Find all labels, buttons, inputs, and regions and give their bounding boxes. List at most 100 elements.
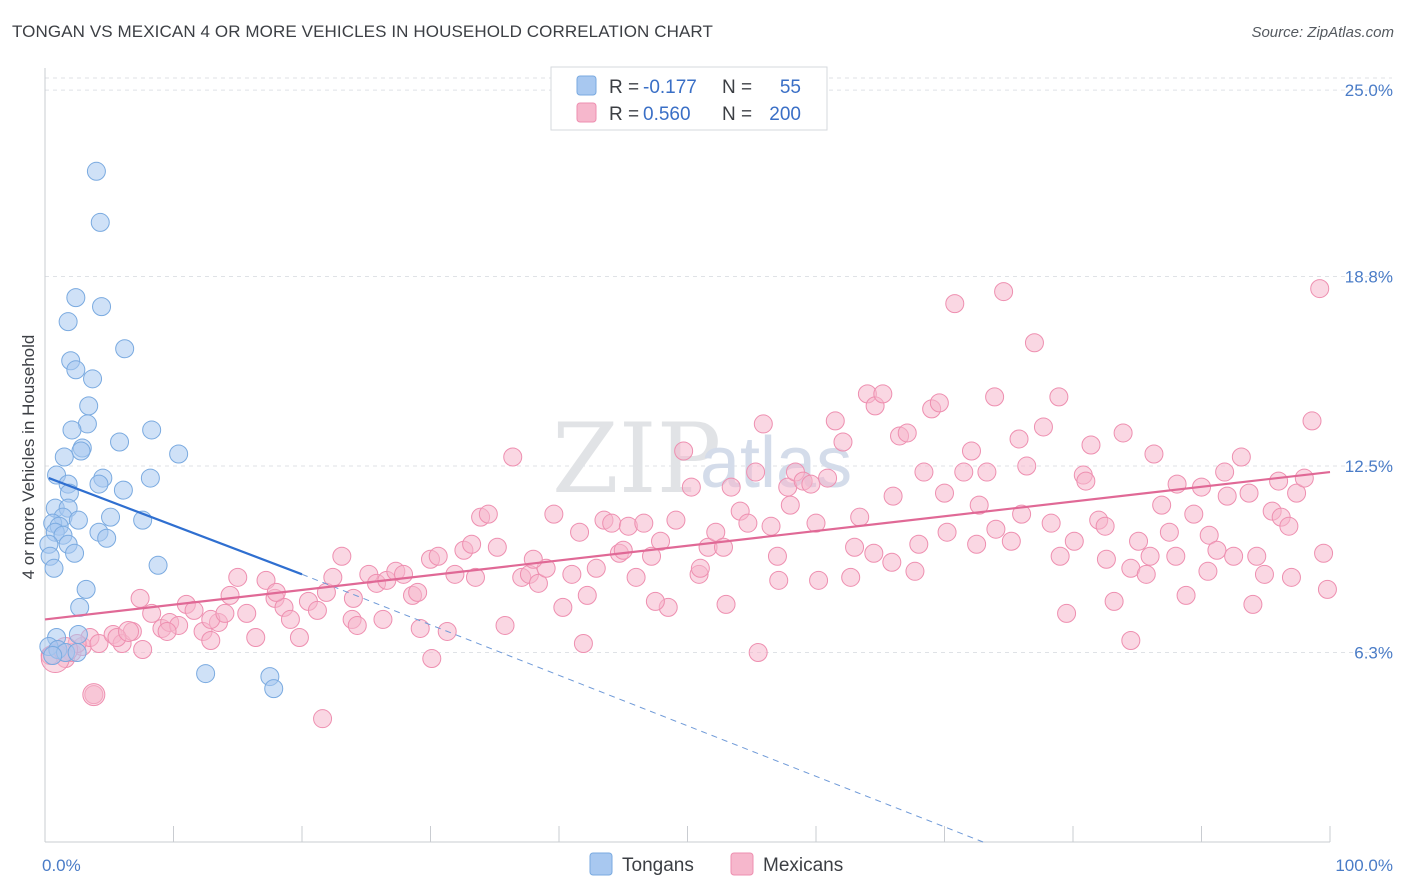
mexicans-point <box>1215 462 1235 482</box>
watermark: ZIP atlas <box>552 403 852 515</box>
mexicans-point <box>882 552 902 572</box>
mexicans-point <box>873 384 893 404</box>
mexicans-point <box>1041 513 1061 533</box>
tongans-point <box>65 543 85 563</box>
mexicans-point <box>748 643 768 663</box>
mexicans-trend-line <box>44 470 1331 621</box>
mexicans-point <box>1199 525 1219 545</box>
tongans-point <box>54 447 74 467</box>
mexicans-point <box>347 615 367 635</box>
mexicans-point <box>833 432 853 452</box>
mexicans-point <box>1140 546 1160 566</box>
mexicans-point <box>237 603 257 623</box>
mexicans-point <box>1239 483 1259 503</box>
mexicans-point <box>1287 483 1307 503</box>
tongans-point <box>113 480 133 500</box>
mexicans-point <box>428 546 448 566</box>
mexicans-point <box>373 609 393 629</box>
mexicans-point <box>937 522 957 542</box>
mexicans-point <box>706 522 726 542</box>
mexicans-point <box>1310 279 1330 299</box>
tongans-point <box>169 444 189 464</box>
mexicans-point <box>523 549 543 569</box>
y-tick-label: 6.3% <box>1354 644 1393 663</box>
mexicans-point <box>201 630 221 650</box>
x-tick-labels: 0.0% 100.0% <box>42 856 1393 875</box>
mexicans-point <box>1057 603 1077 623</box>
source-credit: Source: ZipAtlas.com <box>1251 24 1394 41</box>
tongans-point <box>71 441 91 461</box>
mexicans-point <box>690 558 710 578</box>
bottom-legend-label-mexicans: Mexicans <box>763 855 843 876</box>
y-axis-title: 4 or more Vehicles in Household <box>19 335 38 580</box>
tongans-point <box>66 288 86 308</box>
mexicans-point <box>215 603 235 623</box>
y-tick-labels: 6.3% 12.5% 18.8% 25.0% <box>1345 81 1393 662</box>
mexicans-point <box>82 683 106 707</box>
mexicans-point <box>1166 546 1186 566</box>
mexicans-point <box>1049 387 1069 407</box>
tongans-point <box>142 420 162 440</box>
legend-r-value-mexicans: 0.560 <box>643 104 691 125</box>
mexicans-point <box>118 620 140 642</box>
mexicans-point <box>465 567 485 587</box>
mexicans-point <box>967 534 987 554</box>
mexicans-point <box>780 495 800 515</box>
tongans-trend-line <box>48 477 303 576</box>
mexicans-point <box>746 462 766 482</box>
mexicans-point <box>945 294 965 314</box>
mexicans-point <box>1136 564 1156 584</box>
mexicans-point <box>1076 471 1096 491</box>
gridlines <box>45 77 1392 654</box>
mexicans-point <box>586 558 606 578</box>
mexicans-point <box>462 534 482 554</box>
tongans-point <box>140 468 160 488</box>
mexicans-point <box>1294 468 1314 488</box>
mexicans-point <box>769 570 789 590</box>
bottom-legend-swatch-mexicans <box>730 852 754 876</box>
x-tick-label-max: 100.0% <box>1335 856 1393 875</box>
mexicans-point <box>1001 531 1021 551</box>
tongans-point <box>97 528 117 548</box>
mexicans-point <box>570 522 590 542</box>
mexicans-point <box>1012 504 1032 524</box>
legend-n-label-mexicans: N = <box>722 104 752 125</box>
mexicans-point <box>666 510 686 530</box>
tongans-point <box>115 339 135 359</box>
mexicans-point <box>914 462 934 482</box>
legend-n-value-tongans: 55 <box>780 77 801 98</box>
bottom-legend-swatch-tongans <box>589 852 613 876</box>
mexicans-point <box>1009 429 1029 449</box>
mexicans-point <box>618 516 638 536</box>
mexicans-point <box>651 531 671 551</box>
tongans-point <box>89 474 109 494</box>
legend: R = -0.177 N = 55 R = 0.560 N = 200 <box>550 66 828 131</box>
mexicans-point <box>994 282 1014 302</box>
legend-n-label-tongans: N = <box>722 77 752 98</box>
mexicans-point <box>130 588 150 608</box>
mexicans-point <box>864 543 884 563</box>
tongans-trend-extension <box>301 573 984 843</box>
mexicans-point <box>935 483 954 503</box>
mexicans-point <box>767 546 787 566</box>
legend-n-value-mexicans: 200 <box>769 104 801 125</box>
mexicans-point <box>1033 417 1053 437</box>
mexicans-point <box>716 594 736 614</box>
mexicans-point <box>674 441 694 461</box>
mexicans-point <box>1113 423 1133 443</box>
mexicans-point <box>1314 543 1334 563</box>
mexicans-point <box>503 447 523 467</box>
mexicans-point <box>1129 531 1149 551</box>
mexicans-point <box>246 627 266 647</box>
mexicans-point <box>986 519 1006 539</box>
mexicans-point <box>961 441 981 461</box>
mexicans-point <box>220 585 240 605</box>
tongans-point <box>86 161 106 181</box>
mexicans-point <box>1281 567 1301 587</box>
mexicans-point <box>738 513 758 533</box>
trend-lines <box>44 470 1331 843</box>
tongans-point <box>196 664 216 684</box>
mexicans-point <box>602 513 622 533</box>
mexicans-point <box>1279 516 1299 536</box>
